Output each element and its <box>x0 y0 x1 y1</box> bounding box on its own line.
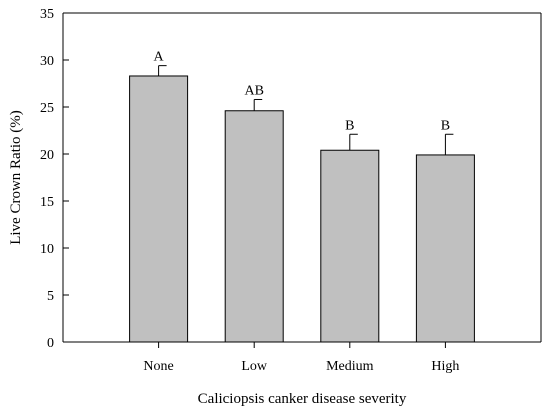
bar-none <box>129 75 189 343</box>
y-tick-label: 5 <box>47 289 54 304</box>
bar-low <box>224 110 284 343</box>
y-tick-label: 25 <box>40 101 54 116</box>
significance-label: AB <box>244 83 263 98</box>
significance-label: A <box>154 50 165 65</box>
x-tick-label: Low <box>241 359 268 374</box>
y-tick-label: 0 <box>47 336 54 351</box>
x-axis-ticks: None Low Medium High <box>143 342 459 374</box>
y-axis-label: Live Crown Ratio (%) <box>8 110 24 245</box>
bar-high <box>415 154 475 343</box>
plot-area: 0 5 10 15 20 25 30 35 None Low Medium High A AB B B <box>40 7 542 374</box>
y-tick-label: 35 <box>40 7 54 22</box>
bars-group: A AB B B <box>129 50 475 343</box>
y-axis-ticks: 0 5 10 15 20 25 30 35 <box>40 7 69 351</box>
x-tick-label: High <box>431 359 459 374</box>
x-tick-label: None <box>143 359 173 374</box>
y-tick-label: 10 <box>40 242 54 257</box>
significance-label: B <box>345 118 354 133</box>
x-tick-label: Medium <box>326 359 374 374</box>
y-tick-label: 20 <box>40 148 54 163</box>
bar-medium <box>320 149 380 343</box>
y-tick-label: 30 <box>40 54 54 69</box>
x-axis-label: Caliciopsis canker disease severity <box>198 391 407 407</box>
significance-label: B <box>441 118 450 133</box>
y-tick-label: 15 <box>40 195 54 210</box>
